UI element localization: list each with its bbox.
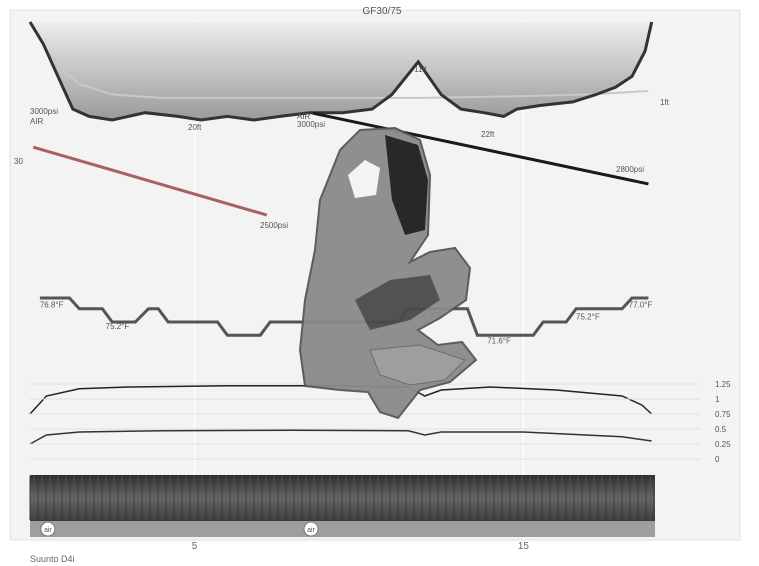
pressure-2-gas: AIR: [297, 112, 311, 121]
ceiling-end-label: 1ft: [660, 98, 670, 107]
ppo2-lower-line: [29, 429, 652, 445]
pressure-line-1: [32, 145, 268, 217]
temperature-label: 77.0°F: [629, 301, 653, 310]
pressure-2-end: 2800psi: [616, 165, 644, 174]
gas-bar: [30, 521, 655, 537]
pressure-line-2: [312, 111, 649, 186]
temperature-line: [39, 296, 649, 337]
depth-panel: 1ft 20ft 11ft 22ft 30: [14, 21, 670, 166]
depth-label-20ft: 20ft: [188, 123, 202, 132]
depth-line: [28, 21, 654, 122]
ppo2-tick-label: 1.25: [715, 380, 731, 389]
diver-body: [298, 126, 478, 420]
ppo2-tick-label: 0.75: [715, 410, 731, 419]
ceiling-line: [29, 21, 649, 99]
temperature-label: 75.2°F: [576, 313, 600, 322]
pressure-1-start: 3000psi: [30, 107, 58, 116]
ppo2-panel: 1.25 1 0.75 0.5 0.25 0: [29, 380, 731, 464]
ppo2-tick-label: 0: [715, 455, 720, 464]
tank-pressure-lines: AIR 3000psi 2500psi AIR 3000psi 2800psi: [30, 107, 649, 230]
gas-marker: [303, 521, 319, 537]
temperature-label: 75.2°F: [106, 322, 130, 331]
gas-marker-label: air: [307, 527, 315, 534]
pressure-1-end: 2500psi: [260, 221, 288, 230]
depth-area: [30, 22, 652, 120]
ppo2-tick-label: 0.5: [715, 425, 727, 434]
gas-marker: [40, 521, 56, 537]
gas-marker-label: air: [44, 527, 52, 534]
depth-tick-30: 30: [14, 157, 23, 166]
x-tick-label: 5: [192, 541, 198, 552]
temperature-label: 76.8°F: [40, 301, 64, 310]
heatmap-band-stripes: [29, 476, 655, 520]
pressure-1-gas: AIR: [30, 117, 44, 126]
diver-shadow: [385, 135, 428, 235]
pressure-2-start: 3000psi: [297, 120, 325, 129]
chart-title: GF30/75: [363, 6, 402, 17]
diver-figure: [298, 126, 478, 420]
diver-fin: [369, 344, 466, 386]
depth-label-11ft: 11ft: [414, 65, 428, 74]
x-tick-label: 15: [518, 541, 530, 552]
ppo2-tick-label: 0.25: [715, 440, 731, 449]
footer-device-name: Suunto D4i: [30, 554, 75, 564]
temperature-label: 71.6°F: [487, 337, 511, 346]
ppo2-tick-label: 1: [715, 395, 720, 404]
diver-highlight: [348, 160, 380, 198]
depth-label-22ft: 22ft: [481, 130, 495, 139]
diver-arm: [355, 275, 440, 330]
